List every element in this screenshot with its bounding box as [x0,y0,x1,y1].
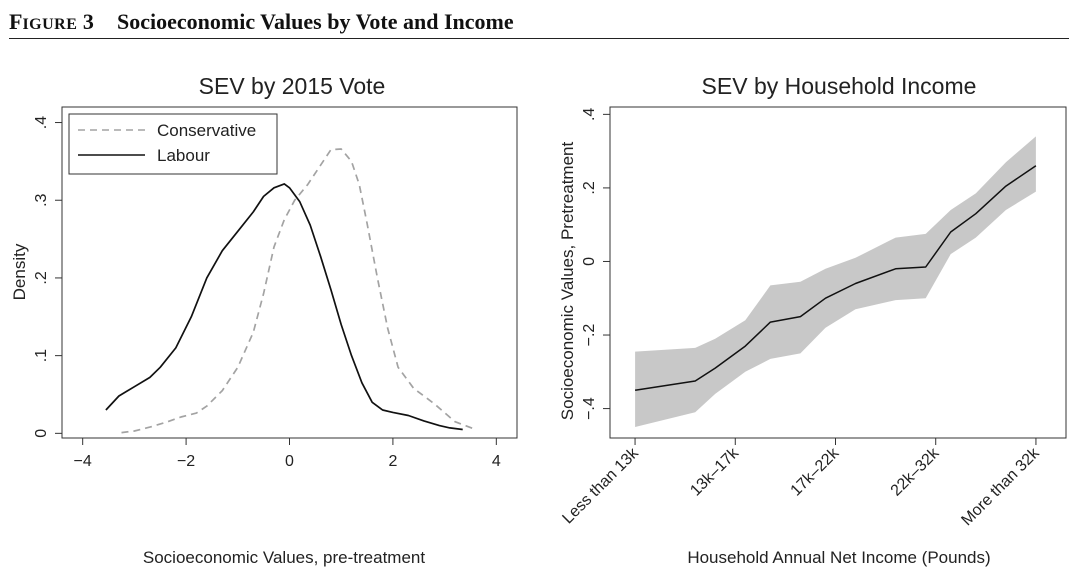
x-tick-label: 2 [388,453,397,470]
vote-density-panel: SEV by 2015 Vote 0 .1 .2 .3 .4 −4 −2 0 2 4 Conse… [10,73,518,567]
panel-title: SEV by Household Income [702,73,977,99]
legend: Conservative Labour [68,113,278,175]
legend-label-conservative: Conservative [157,121,256,140]
y-tick-label: 0 [581,257,598,266]
y-axis-label: Density [10,243,29,300]
y-tick-label: .2 [581,181,598,194]
figure-title: Socioeconomic Values by Vote and Income [117,9,514,34]
figure-header: FIGURE 3 Socioeconomic Values by Vote an… [9,4,1069,39]
y-tick-label: .3 [33,193,50,206]
y-tick-label: .1 [33,349,50,362]
y-tick-label: 0 [33,429,50,438]
x-axis: Less than 13k 13k–17k 17k–22k 22k–32k More t… [559,438,1043,529]
y-axis-label: Socioeconomic Values, Pretreatment [558,142,577,421]
income-panel: SEV by Household Income −.4 −.2 0 .2 .4 Less… [558,73,1067,567]
x-tick-label: −2 [177,453,195,470]
confidence-band-area [635,136,1036,427]
y-axis: −.4 −.2 0 .2 .4 [581,108,610,420]
x-tick-label: 17k–22k [788,444,844,500]
y-axis: 0 .1 .2 .3 .4 [33,116,62,438]
y-tick-label: .4 [581,108,598,121]
x-axis-label: Household Annual Net Income (Pounds) [687,548,990,567]
legend-box [68,113,278,175]
x-tick-label: More than 32k [958,444,1043,529]
x-tick-label: 22k–32k [888,444,944,500]
series-lines [634,165,1037,391]
y-tick-label: −.4 [581,397,598,420]
x-tick-label: Less than 13k [559,444,642,527]
x-axis-label: Socioeconomic Values, pre-treatment [143,548,425,567]
series-line-labour [105,183,463,431]
x-tick-label: 4 [492,453,501,470]
y-tick-label: .4 [33,116,50,129]
series-line-conservative [121,148,476,434]
plot-frame [609,106,1067,439]
series-lines [105,148,476,434]
x-tick-label: 0 [285,453,294,470]
y-tick-label: .2 [33,271,50,284]
x-tick-label: −4 [74,453,92,470]
x-tick-label: 13k–17k [687,444,743,500]
legend-label-labour: Labour [157,146,210,165]
panel-title: SEV by 2015 Vote [199,73,386,99]
y-tick-label: −.2 [581,324,598,347]
x-axis: −4 −2 0 2 4 [74,438,501,470]
figure-label: FIGURE 3 [9,9,94,34]
confidence-band [635,136,1036,427]
estimate-line [634,165,1037,391]
